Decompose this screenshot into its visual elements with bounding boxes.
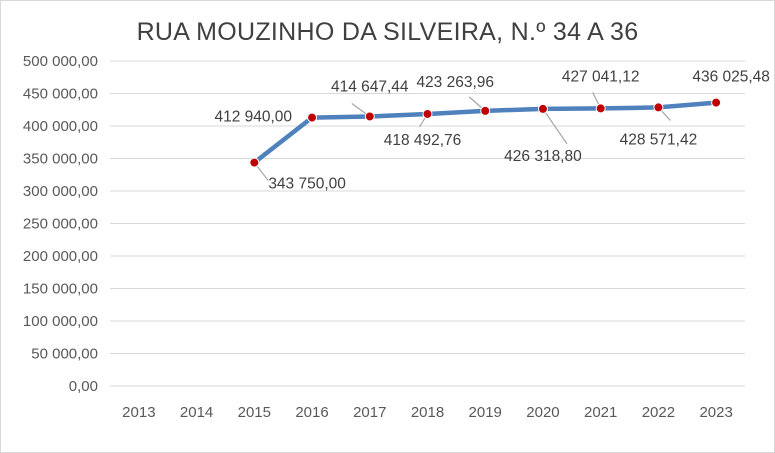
x-tick-label: 2022 bbox=[642, 404, 675, 421]
y-tick-label: 0,00 bbox=[69, 378, 98, 395]
y-tick-label: 450 000,00 bbox=[23, 86, 98, 103]
x-tick-label: 2018 bbox=[411, 404, 444, 421]
data-label: 436 025,48 bbox=[692, 69, 770, 86]
data-point bbox=[307, 112, 318, 123]
y-tick-label: 400 000,00 bbox=[23, 118, 98, 135]
y-tick-label: 200 000,00 bbox=[23, 248, 98, 265]
x-tick-label: 2014 bbox=[180, 404, 213, 421]
data-points bbox=[249, 97, 722, 168]
x-tick-label: 2019 bbox=[469, 404, 502, 421]
y-tick-label: 150 000,00 bbox=[23, 281, 98, 298]
data-point bbox=[480, 105, 491, 116]
x-tick-label: 2023 bbox=[699, 404, 732, 421]
data-label: 418 492,76 bbox=[384, 132, 462, 149]
x-axis-ticks: 2013 2014 2015 2016 2017 2018 2019 2020 2021 2022… bbox=[122, 404, 733, 421]
x-tick-label: 2015 bbox=[238, 404, 271, 421]
x-tick-label: 2013 bbox=[122, 404, 155, 421]
data-label: 426 318,80 bbox=[504, 148, 582, 165]
data-label: 427 041,12 bbox=[562, 68, 640, 85]
data-point bbox=[364, 111, 375, 122]
data-label: 343 750,00 bbox=[268, 176, 346, 193]
y-tick-label: 250 000,00 bbox=[23, 216, 98, 233]
y-tick-label: 50 000,00 bbox=[31, 346, 98, 363]
label-leader-lines bbox=[253, 92, 671, 181]
data-point bbox=[249, 157, 260, 168]
data-label: 423 263,96 bbox=[416, 74, 494, 91]
data-labels: 343 750,00 412 940,00 414 647,44 418 492,76… bbox=[214, 68, 769, 192]
leader-line bbox=[542, 108, 568, 145]
gridlines bbox=[110, 60, 745, 387]
data-point bbox=[653, 102, 664, 113]
data-point bbox=[537, 103, 548, 114]
x-tick-label: 2020 bbox=[526, 404, 559, 421]
y-tick-label: 500 000,00 bbox=[23, 53, 98, 70]
y-tick-label: 350 000,00 bbox=[23, 151, 98, 168]
y-tick-label: 300 000,00 bbox=[23, 183, 98, 200]
data-point bbox=[422, 108, 433, 119]
x-tick-label: 2021 bbox=[584, 404, 617, 421]
data-label: 428 571,42 bbox=[620, 131, 698, 148]
x-tick-label: 2017 bbox=[353, 404, 386, 421]
chart-title: RUA MOUZINHO DA SILVEIRA, N.º 34 A 36 bbox=[136, 18, 639, 46]
data-label: 414 647,44 bbox=[331, 78, 409, 95]
data-label: 412 940,00 bbox=[214, 109, 292, 126]
y-axis-ticks: 0,00 50 000,00 100 000,00 150 000,00 200 000… bbox=[23, 53, 98, 395]
y-tick-label: 100 000,00 bbox=[23, 313, 98, 330]
data-point bbox=[595, 103, 606, 114]
x-tick-label: 2016 bbox=[295, 404, 328, 421]
data-point bbox=[711, 97, 722, 108]
